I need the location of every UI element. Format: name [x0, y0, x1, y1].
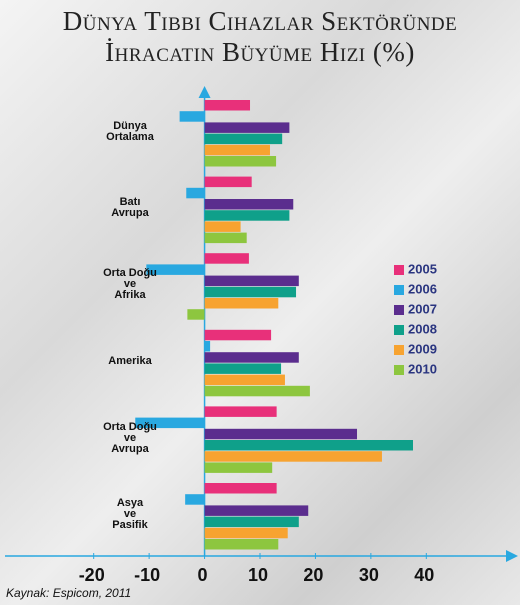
bar: [204, 385, 310, 397]
category-label: Amerika: [108, 354, 152, 367]
x-tick-label: 20: [303, 565, 323, 585]
bar: [204, 100, 251, 111]
legend-label: 2005: [408, 261, 437, 276]
chart-title: Dünya Tıbbi Cihazlar Sektöründe İhracatı…: [62, 6, 458, 67]
bar: [179, 111, 205, 122]
category-label: Dünya Ortalama: [106, 119, 154, 143]
legend-swatch: [394, 345, 404, 355]
x-tick-label: 30: [359, 565, 379, 585]
bar: [204, 428, 358, 440]
bar: [204, 505, 309, 516]
bar: [204, 210, 290, 221]
bar: [204, 516, 299, 528]
legend-swatch: [394, 305, 404, 315]
category-label: Orta Doğu ve Avrupa: [103, 420, 157, 455]
bar: [204, 451, 382, 462]
x-tick-label: 0: [198, 565, 208, 585]
bar: [204, 199, 294, 210]
category-label: Orta Doğu ve Afrika: [103, 267, 157, 302]
bar: [204, 527, 288, 539]
category-label: Asya ve Pasifik: [112, 497, 148, 532]
bar: [204, 253, 249, 264]
bar: [204, 176, 252, 188]
legend-label: 2008: [408, 321, 437, 336]
bar: [204, 122, 290, 133]
bar: [187, 309, 205, 320]
bar: [186, 187, 205, 199]
category-label: Batı Avrupa: [111, 196, 149, 220]
bar: [204, 374, 285, 386]
legend-swatch: [394, 325, 404, 335]
bar: [204, 352, 299, 363]
x-tick-label: 40: [414, 565, 434, 585]
bar: [146, 264, 205, 275]
legend-label: 2006: [408, 281, 437, 296]
bar: [204, 329, 272, 341]
x-tick-label: 10: [248, 565, 268, 585]
bar: [204, 483, 277, 494]
bar: [204, 462, 273, 473]
legend-swatch: [394, 285, 404, 295]
bar: [204, 440, 413, 451]
bar: [204, 298, 279, 309]
bar: [204, 406, 277, 417]
legend-swatch: [394, 265, 404, 275]
legend-label: 2009: [408, 341, 437, 356]
x-tick-label: -10: [134, 565, 160, 585]
bar: [204, 221, 241, 232]
legend-label: 2007: [408, 301, 437, 316]
bar: [204, 232, 247, 244]
bar: [204, 539, 279, 550]
bar: [204, 144, 270, 156]
legend-swatch: [394, 365, 404, 375]
bar: [204, 275, 299, 287]
bar: [204, 156, 277, 167]
source-note: Kaynak: Espicom, 2011: [6, 586, 132, 600]
legend-label: 2010: [408, 361, 437, 376]
bar: [204, 133, 283, 145]
x-tick-label: -20: [79, 565, 105, 585]
bar: [204, 341, 211, 352]
bar: [135, 417, 205, 429]
bar: [185, 494, 205, 505]
bar: [204, 363, 282, 374]
bar: [204, 286, 297, 298]
